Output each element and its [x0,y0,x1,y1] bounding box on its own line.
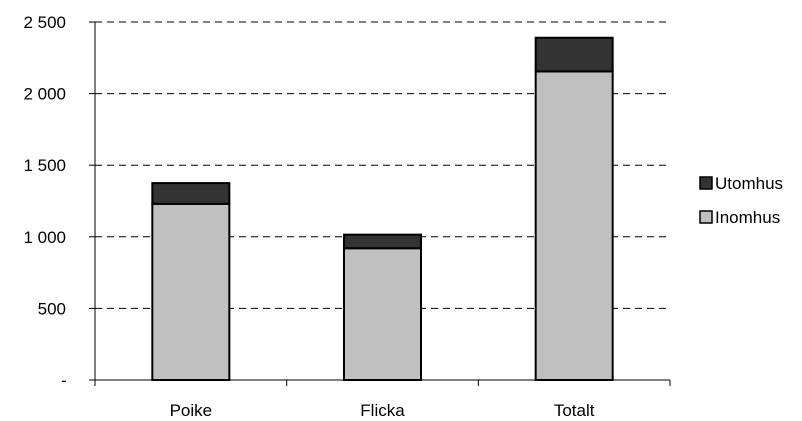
bar-segment-inomhus-flicka [343,247,422,381]
legend: Utomhus Inomhus [699,174,783,227]
legend-label-inomhus: Inomhus [715,208,780,227]
bar-segment-inomhus-poike [151,202,231,381]
bars [151,36,614,382]
y-axis-ticks: - 500 1 000 1 500 2 000 2 500 [23,13,95,390]
bar-segment-inomhus-totalt [534,70,614,382]
x-category-label: Flicka [360,401,405,420]
legend-swatch-inomhus [699,210,713,224]
bar-segment-utomhus-poike [151,182,231,205]
y-tick-label: 500 [38,299,66,318]
x-category-label: Totalt [554,401,595,420]
axes [94,22,671,386]
y-tick-label: 2 500 [23,13,66,32]
y-tick-label: - [61,371,67,390]
x-axis-categories: Poike Flicka Totalt [170,401,595,420]
bar-segment-utomhus-flicka [343,233,422,250]
y-tick-label: 2 000 [23,85,66,104]
y-tick-label: 1 500 [23,156,66,175]
legend-label-utomhus: Utomhus [715,174,783,193]
y-tick-label: 1 000 [23,228,66,247]
x-category-label: Poike [170,401,213,420]
bar-segment-utomhus-totalt [534,36,614,73]
legend-swatch-utomhus [699,176,713,190]
